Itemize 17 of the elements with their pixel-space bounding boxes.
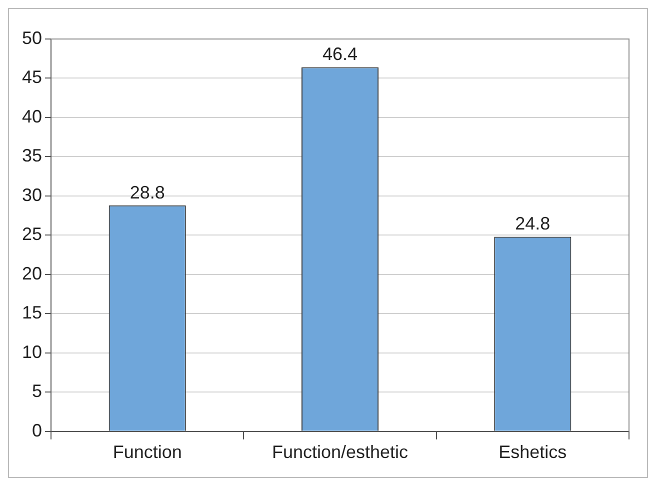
data-label: 46.4 xyxy=(322,44,358,64)
y-tick-label: 20 xyxy=(22,263,42,284)
y-tick-label: 0 xyxy=(32,420,42,440)
data-label: 28.8 xyxy=(130,182,165,202)
y-tick-label: 45 xyxy=(22,67,42,88)
y-tick-label: 50 xyxy=(22,28,42,48)
y-tick-label: 35 xyxy=(22,146,42,166)
y-tick-label: 15 xyxy=(22,302,42,323)
x-tick-label: Function/esthetic xyxy=(272,442,408,462)
x-tick-label: Function xyxy=(112,442,182,462)
y-tick-label: 30 xyxy=(22,184,42,205)
x-tick-label: Eshetics xyxy=(498,442,567,462)
y-tick-label: 40 xyxy=(22,106,42,126)
y-tick-label: 25 xyxy=(22,224,42,244)
y-tick-label: 10 xyxy=(22,342,42,362)
data-label: 24.8 xyxy=(515,214,550,234)
y-tick-label: 5 xyxy=(32,381,42,402)
